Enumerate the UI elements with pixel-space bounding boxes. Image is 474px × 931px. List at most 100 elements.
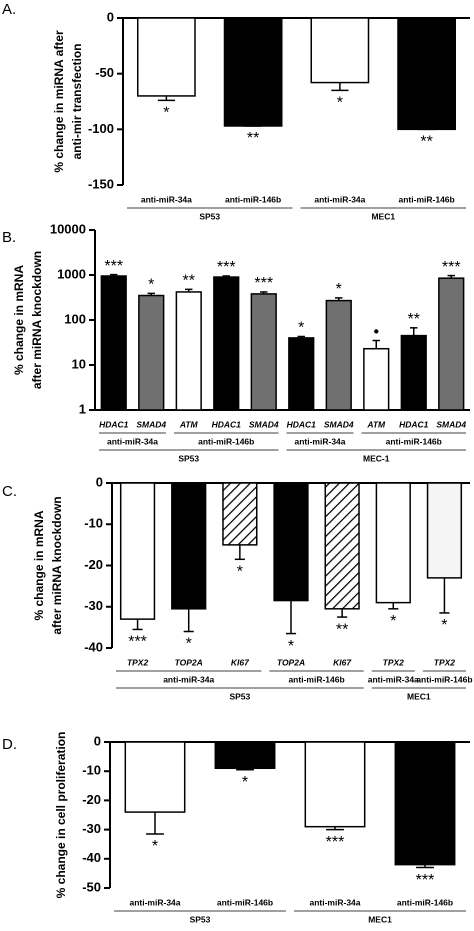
bar bbox=[375, 482, 411, 604]
significance: *** bbox=[128, 634, 147, 651]
x-tick-label: TPX2 bbox=[434, 657, 456, 667]
y-tick-label: -50 bbox=[82, 879, 101, 894]
group-label: SP53 bbox=[199, 211, 220, 221]
y-axis-label: % change in mRNA bbox=[32, 510, 46, 620]
subgroup-label: anti-miR-146b bbox=[288, 674, 344, 684]
subgroup-label: anti-miR-146b bbox=[386, 436, 442, 446]
y-tick-label: -40 bbox=[82, 850, 101, 865]
bar bbox=[438, 277, 465, 411]
group-label: MEC1 bbox=[371, 211, 395, 221]
group-label: MEC1 bbox=[368, 914, 392, 924]
bar bbox=[100, 275, 127, 411]
bar bbox=[394, 741, 456, 866]
y-tick-label: -20 bbox=[82, 792, 101, 807]
y-tick-label: 0 bbox=[94, 733, 101, 748]
y-tick-label: 100 bbox=[64, 311, 86, 326]
y-axis-label: after miRNA knockdown bbox=[50, 496, 64, 634]
group-label: SP53 bbox=[229, 691, 250, 701]
y-axis-label: anti-mir transfection bbox=[70, 43, 84, 159]
bar bbox=[124, 741, 186, 813]
subgroup-label: anti-miR-146b bbox=[198, 436, 254, 446]
significance: ** bbox=[336, 621, 348, 638]
bar bbox=[324, 482, 360, 610]
bar bbox=[136, 17, 196, 97]
significance: * bbox=[186, 636, 192, 653]
bar bbox=[171, 482, 207, 610]
x-tick-label: SMAD4 bbox=[136, 419, 166, 429]
bar bbox=[288, 337, 315, 411]
significance: ** bbox=[247, 130, 259, 147]
y-tick-label: -10 bbox=[84, 516, 103, 531]
bar bbox=[250, 293, 277, 411]
significance: *** bbox=[442, 259, 461, 276]
significance: ** bbox=[420, 134, 432, 151]
x-tick-label: anti-miR-34a bbox=[129, 897, 180, 907]
significance: * bbox=[242, 774, 248, 791]
significance: ** bbox=[408, 311, 420, 328]
x-tick-label: anti-miR-34a bbox=[314, 194, 365, 204]
y-tick-label: -100 bbox=[88, 121, 114, 136]
y-tick-label: -20 bbox=[84, 557, 103, 572]
x-tick-label: TPX2 bbox=[127, 657, 149, 667]
significance: * bbox=[148, 277, 154, 294]
y-tick-label: -10 bbox=[82, 763, 101, 778]
bar bbox=[175, 291, 202, 411]
bar bbox=[304, 741, 366, 828]
x-tick-label: anti-miR-34a bbox=[141, 194, 192, 204]
panel-label: D. bbox=[2, 736, 17, 753]
x-tick-label: anti-miR-146b bbox=[399, 194, 455, 204]
x-tick-label: KI67 bbox=[231, 657, 250, 667]
y-axis-label: % change in miRNA after bbox=[52, 30, 66, 173]
significance: * bbox=[298, 320, 304, 337]
x-tick-label: HDAC1 bbox=[399, 419, 429, 429]
significance: * bbox=[336, 281, 342, 298]
x-tick-label: HDAC1 bbox=[99, 419, 129, 429]
y-tick-label: 1000 bbox=[57, 266, 86, 281]
bar bbox=[138, 294, 165, 411]
x-tick-label: KI67 bbox=[333, 657, 352, 667]
x-tick-label: SMAD4 bbox=[324, 419, 354, 429]
bar bbox=[397, 17, 457, 131]
subgroup-label: anti-miR-34a bbox=[368, 674, 419, 684]
x-tick-label: TOP2A bbox=[175, 657, 203, 667]
panel-label: B. bbox=[2, 229, 16, 246]
x-tick-label: HDAC1 bbox=[212, 419, 242, 429]
y-tick-label: -30 bbox=[82, 821, 101, 836]
bar bbox=[325, 299, 352, 411]
significance: *** bbox=[217, 259, 236, 276]
bar bbox=[310, 17, 370, 84]
bar bbox=[273, 482, 309, 602]
x-tick-label: anti-miR-34a bbox=[309, 897, 360, 907]
y-tick-label: 10000 bbox=[50, 221, 86, 236]
group-label: SP53 bbox=[190, 914, 211, 924]
significance: *** bbox=[104, 258, 123, 275]
x-tick-label: ATM bbox=[179, 419, 199, 429]
y-axis-label: % change in mRNA bbox=[12, 265, 26, 375]
subgroup-label: anti-miR-34a bbox=[294, 436, 345, 446]
bar bbox=[363, 347, 390, 411]
y-axis-label: % change in cell proliferation bbox=[54, 732, 68, 899]
group-label: SP53 bbox=[178, 453, 199, 463]
significance: *** bbox=[416, 872, 435, 889]
significance: * bbox=[390, 613, 396, 630]
bar bbox=[214, 741, 276, 770]
x-tick-label: TPX2 bbox=[383, 657, 405, 667]
x-tick-label: anti-miR-146b bbox=[397, 897, 453, 907]
y-tick-label: 1 bbox=[79, 401, 86, 416]
bar bbox=[119, 482, 156, 620]
panel-label: A. bbox=[2, 1, 16, 18]
group-label: MEC-1 bbox=[363, 453, 390, 463]
significance: • bbox=[373, 324, 379, 341]
y-axis-label: after miRNA knockdown bbox=[30, 251, 44, 389]
x-tick-label: TOP2A bbox=[277, 657, 305, 667]
x-tick-label: SMAD4 bbox=[249, 419, 279, 429]
x-tick-label: ATM bbox=[366, 419, 386, 429]
significance: * bbox=[237, 564, 243, 581]
subgroup-label: anti-miR-34a bbox=[107, 436, 158, 446]
significance: *** bbox=[254, 275, 273, 292]
y-tick-label: 10 bbox=[72, 356, 86, 371]
y-tick-label: -30 bbox=[84, 598, 103, 613]
significance: * bbox=[337, 95, 343, 112]
group-label: MEC1 bbox=[407, 691, 431, 701]
